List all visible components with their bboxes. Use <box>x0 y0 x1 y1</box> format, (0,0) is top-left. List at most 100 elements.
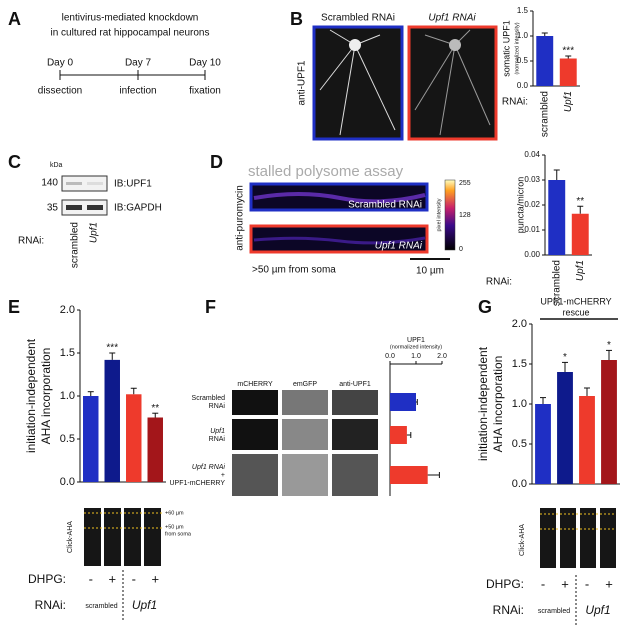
bar <box>147 417 163 482</box>
x-tick-label: 2.0 <box>437 353 447 360</box>
y-axis-label: AHA incorporation <box>491 356 505 453</box>
image-label: Scrambled RNAi <box>348 200 422 211</box>
timeline-event: infection <box>119 86 156 97</box>
category-title: DHPG: <box>28 572 66 586</box>
stain-label: anti-puromycin <box>235 185 246 251</box>
panel-letter: E <box>8 297 20 317</box>
x-tick-label: + <box>605 576 613 591</box>
x-tick-label: 0.0 <box>385 353 395 360</box>
distance-mark: +60 µm <box>165 510 184 516</box>
bar <box>579 396 595 484</box>
colorbar-tick: 0 <box>459 246 463 253</box>
band <box>87 205 103 210</box>
stain-label: Click-AHA <box>519 524 526 556</box>
row-label: UPF1-mCHERRY <box>170 480 226 487</box>
y-tick-label: 0.0 <box>517 81 529 90</box>
header: UPF1-mCHERRY <box>540 296 611 306</box>
scale-label: 10 µm <box>416 266 444 277</box>
bar <box>390 426 407 444</box>
dendrite <box>253 236 426 245</box>
y-tick-label: 0.03 <box>524 175 540 184</box>
row-label: + <box>221 472 225 479</box>
y-tick-label: 0.5 <box>512 438 527 450</box>
x-tick-label: + <box>151 571 159 586</box>
bar <box>601 360 617 484</box>
image-grid <box>232 390 378 496</box>
y-axis-label: AHA incorporation <box>39 348 53 445</box>
image-title: Scrambled RNAi <box>321 13 395 24</box>
timeline-day: Day 10 <box>189 58 221 69</box>
image-label: Upf1 RNAi <box>375 241 423 252</box>
image-strips <box>540 508 616 568</box>
neuron-sketch <box>319 29 491 136</box>
significance: * <box>607 340 611 351</box>
x-tick-label: scrambled <box>539 91 550 137</box>
timeline-day: Day 0 <box>47 58 74 69</box>
band <box>66 205 82 210</box>
colorbar-tick: 128 <box>459 212 471 219</box>
y-tick-label: 0.5 <box>60 433 75 445</box>
column-title: mCHERRY <box>237 381 273 388</box>
lanes-title: RNAi: <box>18 236 44 247</box>
panel-letter: B <box>290 9 303 29</box>
stain-label: Click-AHA <box>67 521 74 553</box>
bar <box>390 466 428 484</box>
panel-letter: F <box>205 297 216 317</box>
x-tick-label: 1.0 <box>411 353 421 360</box>
y-axis-sublabel: (normalized intensity) <box>514 22 520 74</box>
timeline-day: Day 7 <box>125 58 152 69</box>
x-tick-label: + <box>561 576 569 591</box>
bar <box>548 180 566 255</box>
blot-label: IB:UPF1 <box>114 179 152 190</box>
y-tick-label: 0.02 <box>524 200 540 209</box>
image-title: Upf1 RNAi <box>428 13 476 24</box>
lane-label: Upf1 <box>89 222 100 243</box>
marker: 35 <box>47 203 59 214</box>
lane-label: scrambled <box>70 222 81 268</box>
bar <box>535 404 551 484</box>
band <box>66 182 82 185</box>
panel-letter: A <box>8 9 21 29</box>
y-tick-label: 1.0 <box>517 31 529 40</box>
bar <box>571 213 589 255</box>
x-tick-label: - <box>89 571 93 586</box>
significance: ** <box>576 196 584 207</box>
y-axis-label: somatic UPF1 <box>501 20 511 77</box>
y-tick-label: 0.5 <box>517 56 529 65</box>
bar <box>104 359 120 482</box>
column-title: emGFP <box>293 381 317 388</box>
bar <box>559 58 577 86</box>
y-tick-label: 2.0 <box>60 304 75 316</box>
y-tick-label: 1.5 <box>512 358 527 370</box>
y-tick-label: 1.0 <box>60 390 75 402</box>
bar <box>557 372 573 484</box>
x-tick-label: - <box>585 576 589 591</box>
assay-title: stalled polysome assay <box>248 163 404 180</box>
dendrite <box>253 192 426 204</box>
x-tick-label: Upf1 <box>575 260 586 281</box>
y-axis-label: puncta/micron <box>515 177 525 234</box>
bar <box>536 36 554 86</box>
row-label: Upf1 <box>210 428 225 435</box>
panel-title: lentivirus-mediated knockdown <box>62 13 199 24</box>
y-tick-label: 1.5 <box>517 6 529 15</box>
blot <box>61 175 108 192</box>
y-axis-label: initiation-independent <box>476 346 490 461</box>
group-title: RNAi: <box>493 603 524 617</box>
bar <box>390 393 416 411</box>
y-tick-label: 0.01 <box>524 225 540 234</box>
significance: ** <box>151 403 159 414</box>
distance-mark: from soma <box>165 531 192 537</box>
colorbar-title: pixel intensity <box>436 198 442 231</box>
group-label: scrambled <box>538 608 570 615</box>
significance: *** <box>562 46 574 57</box>
bar <box>126 394 142 482</box>
panel-letter: D <box>210 152 223 172</box>
group-label: Upf1 <box>132 598 157 612</box>
x-tick-label: - <box>541 576 545 591</box>
unit: kDa <box>50 162 63 169</box>
panel-letter: G <box>478 297 492 317</box>
panel-letter: C <box>8 152 21 172</box>
marker: 140 <box>41 178 58 189</box>
